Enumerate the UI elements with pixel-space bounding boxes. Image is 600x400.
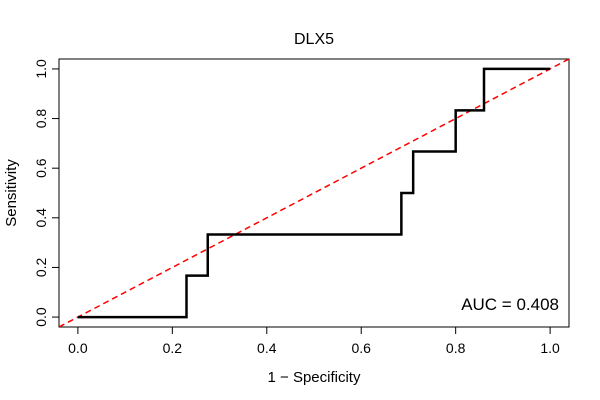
- y-axis: 0.0 0.2 0.4 0.6 0.8 1.0: [33, 59, 60, 327]
- x-tick-label: 0.0: [68, 340, 88, 356]
- auc-annotation: AUC = 0.408: [461, 295, 559, 314]
- reference-diagonal-line: [59, 59, 569, 327]
- y-tick-label: 0.6: [33, 158, 49, 178]
- x-axis: 0.0 0.2 0.4 0.6 0.8 1.0: [68, 326, 560, 356]
- y-tick-label: 0.8: [33, 109, 49, 129]
- roc-curve-line: [77, 67, 551, 319]
- y-tick-label: 0.0: [33, 307, 49, 327]
- plot-frame: [58, 58, 570, 328]
- y-axis-label: Sensitivity: [3, 159, 20, 227]
- x-tick-label: 1.0: [540, 340, 560, 356]
- y-tick-label: 0.4: [33, 208, 49, 228]
- x-tick-label: 0.2: [163, 340, 183, 356]
- x-tick-label: 0.6: [351, 340, 371, 356]
- y-tick-label: 0.2: [33, 258, 49, 278]
- y-tick-label: 1.0: [33, 59, 49, 79]
- x-tick-label: 0.4: [257, 340, 277, 356]
- x-tick-label: 0.8: [446, 340, 466, 356]
- series-layer: [59, 59, 569, 327]
- chart-title: DLX5: [294, 31, 334, 48]
- x-axis-label: 1 − Specificity: [268, 369, 361, 386]
